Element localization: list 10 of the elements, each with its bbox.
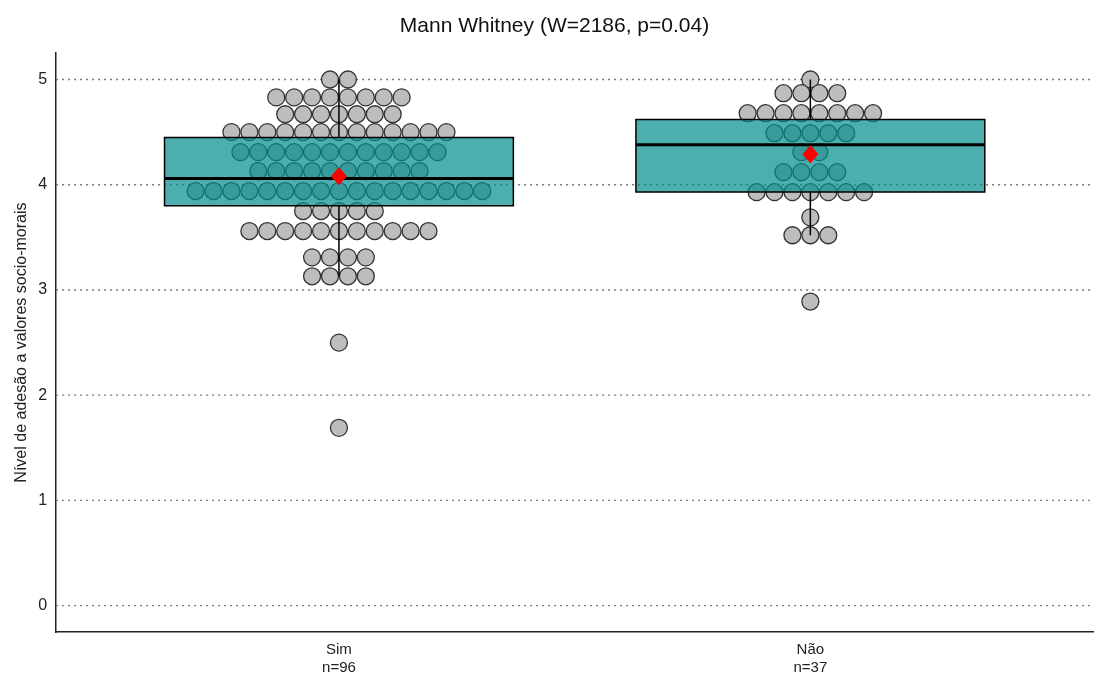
y-tick-label: 1 xyxy=(38,490,48,508)
y-tick-label: 5 xyxy=(38,69,48,87)
y-tick-label: 3 xyxy=(38,280,48,298)
x-tick-label: Não n=37 xyxy=(793,640,828,676)
chart-title: Mann Whitney (W=2186, p=0.04) xyxy=(399,13,710,37)
y-tick-label: 2 xyxy=(38,385,48,403)
x-tick-label: Sim n=96 xyxy=(322,640,356,676)
y-axis-title: Nível de adesão a valores socio-morais xyxy=(12,202,30,483)
y-tick-label: 4 xyxy=(38,175,48,193)
y-tick-label: 0 xyxy=(38,596,48,614)
